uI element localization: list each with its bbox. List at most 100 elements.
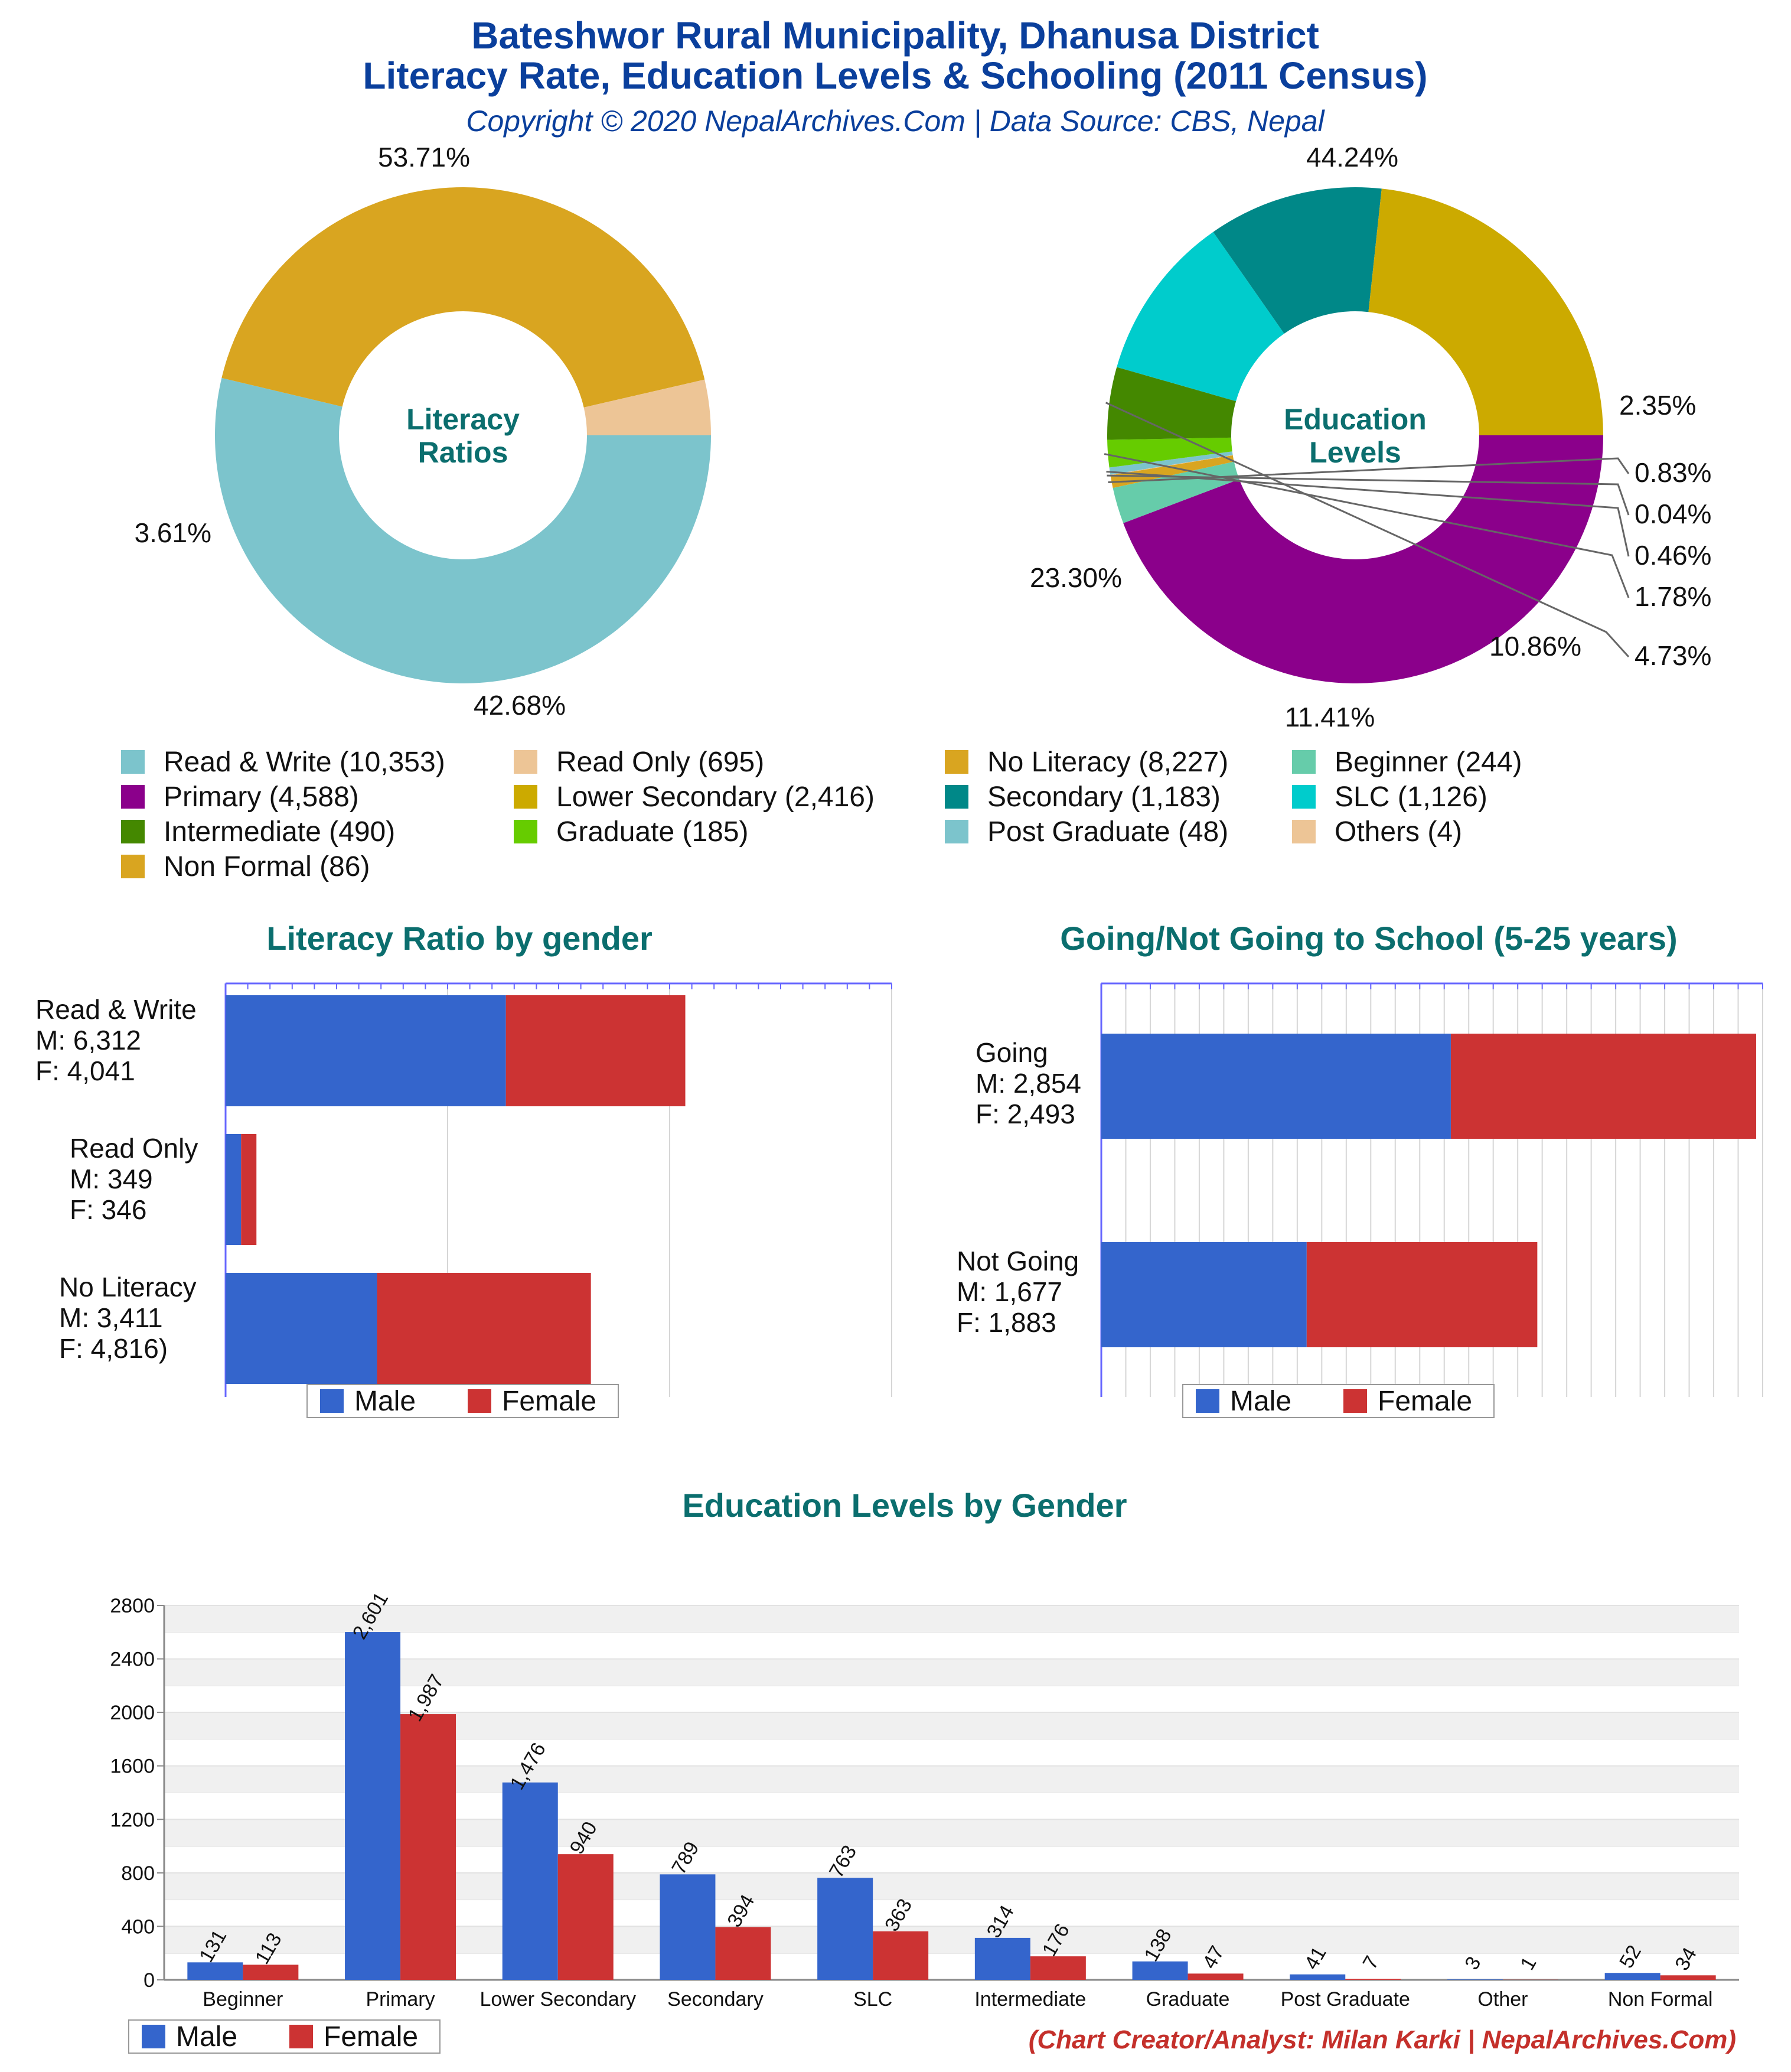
bar-male	[345, 1632, 401, 1980]
pie-percent-label: 53.71%	[378, 142, 470, 172]
bar-female	[377, 1273, 591, 1384]
pie-percent-label: 23.30%	[1030, 562, 1122, 593]
legend-label-female: Female	[1378, 1386, 1472, 1417]
pie-slice-intermediate	[1107, 367, 1237, 440]
category-label: M: 2,854	[976, 1068, 1081, 1099]
y-tick-label: 0	[143, 1969, 155, 1992]
bar-male	[226, 995, 506, 1106]
pie-percent-label: 3.61%	[135, 517, 211, 548]
education-by-gender-title: Education Levels by Gender	[682, 1487, 1127, 1524]
legend-swatch-male	[320, 1389, 344, 1413]
credit-text: (Chart Creator/Analyst: Milan Karki | Ne…	[1029, 2025, 1736, 2054]
bar-female	[715, 1927, 771, 1980]
pie-slice-others	[1110, 455, 1233, 475]
legend-box	[128, 2019, 441, 2054]
x-tick-label: Secondary	[667, 1988, 764, 2011]
x-tick-label: Graduate	[1146, 1988, 1230, 2011]
x-tick-label: Other	[1477, 1988, 1528, 2011]
x-tick-label: Intermediate	[974, 1988, 1086, 2011]
pie-percent-label: 0.04%	[1635, 499, 1711, 529]
bar-female	[1345, 1979, 1401, 1980]
grid-band	[164, 1605, 1739, 1633]
y-tick-label: 800	[121, 1862, 155, 1885]
y-tick-label: 1600	[110, 1755, 155, 1778]
legend-label: Others (4)	[1335, 816, 1462, 848]
pie-slice-lower-secondary	[1368, 188, 1603, 435]
legend-label: Read Only (695)	[556, 747, 764, 778]
bar-female	[505, 995, 686, 1106]
pie-slice-read-write	[214, 377, 711, 683]
category-label: F: 2,493	[976, 1099, 1075, 1129]
category-label: M: 6,312	[35, 1025, 141, 1055]
pie-leader-line	[1104, 453, 1630, 598]
pie-slice-secondary	[1213, 187, 1382, 334]
y-tick-label: 1200	[110, 1809, 155, 1831]
legend-swatch-female	[289, 2025, 313, 2048]
legend-swatch	[945, 750, 968, 774]
category-label: Read Only	[70, 1133, 198, 1164]
legend-label-male: Male	[1230, 1386, 1291, 1417]
bar-female	[1188, 1973, 1244, 1980]
category-label: Not Going	[957, 1246, 1079, 1276]
bar-male	[1132, 1961, 1188, 1980]
bar-female	[873, 1931, 929, 1980]
bar-male	[660, 1874, 716, 1980]
legend-swatch-male	[1196, 1389, 1219, 1413]
y-tick-label: 2400	[110, 1649, 155, 1671]
bar-female	[243, 1965, 299, 1980]
bar-female	[1306, 1242, 1538, 1347]
title-line-2: Literacy Rate, Education Levels & School…	[363, 54, 1427, 97]
bar-male	[226, 1134, 242, 1245]
bar-female	[1660, 1975, 1716, 1980]
legend-swatch	[514, 820, 537, 843]
legend-swatch	[514, 750, 537, 774]
bar-male	[1447, 1979, 1503, 1980]
legend-swatch	[1292, 785, 1316, 809]
bar-female	[557, 1854, 614, 1980]
legend-label-male: Male	[354, 1386, 416, 1417]
legend-swatch-female	[468, 1389, 491, 1413]
school-going-title: Going/Not Going to School (5-25 years)	[1060, 920, 1677, 957]
legend-label: Lower Secondary (2,416)	[556, 781, 875, 813]
bar-male	[1101, 1242, 1307, 1347]
bar-male	[974, 1937, 1030, 1980]
category-label: No Literacy	[59, 1272, 197, 1302]
pie-slice-slc	[1117, 232, 1284, 402]
x-tick-label: SLC	[853, 1988, 892, 2011]
x-tick-label: Lower Secondary	[479, 1988, 636, 2011]
category-label: F: 1,883	[957, 1307, 1056, 1338]
donut-center-label: Literacy	[406, 403, 520, 436]
legend-label: Intermediate (490)	[164, 816, 395, 848]
pie-percent-label: 2.35%	[1619, 390, 1696, 421]
bar-female	[241, 1134, 257, 1245]
donut-center-label: Levels	[1309, 436, 1401, 469]
pie-leader-line	[1106, 470, 1630, 557]
legend-swatch	[121, 785, 145, 809]
education-levels-donut: 44.24% 2.35% 0.83% 0.04% 0.46% 1.78% 4.73% 10.8…	[1030, 142, 1711, 732]
data-label: 7	[1359, 1952, 1384, 1973]
legend-label: Non Formal (86)	[164, 851, 370, 882]
pie-leader-line	[1108, 457, 1630, 484]
bar-male	[502, 1782, 558, 1980]
pie-percent-label: 11.41%	[1285, 702, 1375, 732]
y-tick-label: 2000	[110, 1702, 155, 1724]
legend-label: SLC (1,126)	[1335, 781, 1487, 813]
legend-label: Secondary (1,183)	[987, 781, 1221, 813]
bar-male	[1604, 1973, 1660, 1980]
category-label: F: 4,816)	[59, 1333, 168, 1364]
pie-slice-post-graduate	[1109, 451, 1233, 475]
pie-percent-label: 10.86%	[1489, 631, 1581, 662]
bar-male	[226, 1273, 377, 1384]
pie-slice-no-literacy	[221, 187, 705, 408]
grid-band	[164, 1659, 1739, 1686]
legend-swatch	[121, 750, 145, 774]
y-tick-label: 2800	[110, 1595, 155, 1617]
pie-percent-label: 44.24%	[1306, 142, 1398, 172]
y-tick-label: 400	[121, 1915, 155, 1938]
title-line-1: Bateshwor Rural Municipality, Dhanusa Di…	[471, 14, 1319, 57]
x-tick-label: Non Formal	[1608, 1988, 1713, 2011]
data-label: 3	[1460, 1953, 1485, 1973]
